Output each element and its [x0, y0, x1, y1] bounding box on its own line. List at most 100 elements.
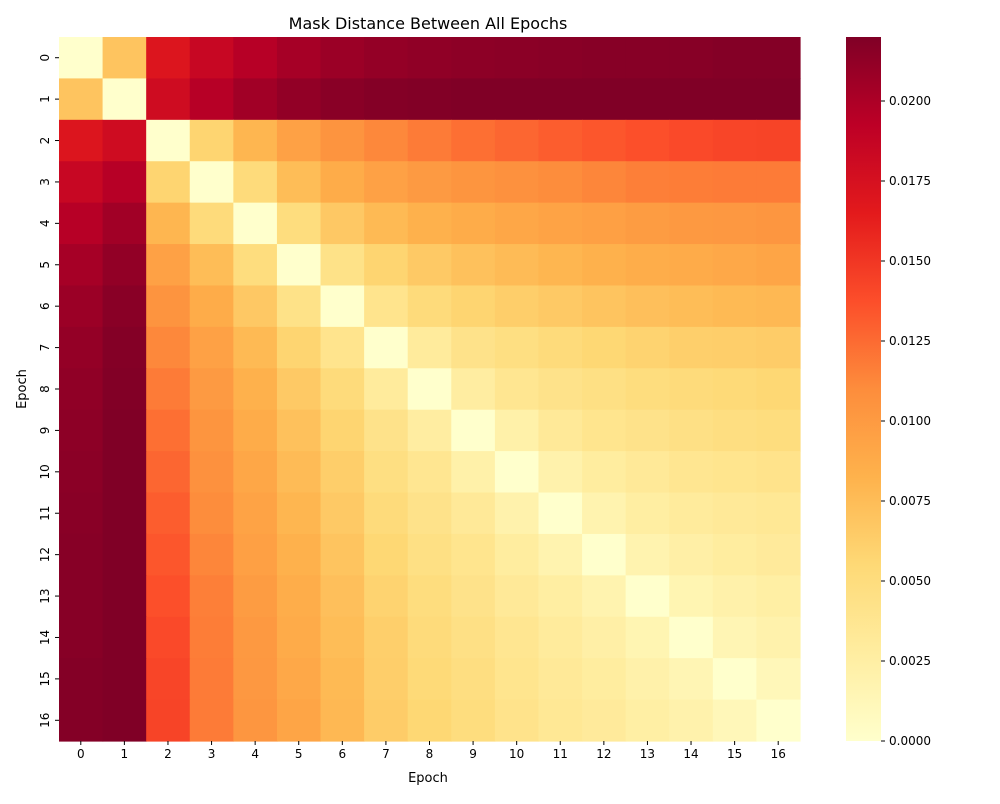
heatmap-cell	[233, 492, 278, 535]
heatmap-cell	[625, 492, 670, 535]
heatmap-cell	[494, 78, 540, 121]
heatmap-cell	[625, 616, 670, 659]
heatmap-cell	[494, 161, 540, 204]
heatmap-cell	[320, 409, 365, 452]
heatmap-cell	[538, 119, 583, 162]
heatmap-cell	[146, 78, 191, 121]
x-tick-label: 1	[121, 747, 129, 761]
x-tick-label: 13	[640, 747, 655, 761]
heatmap-cell	[146, 699, 191, 742]
heatmap-cell	[451, 119, 496, 162]
heatmap-cell	[189, 368, 234, 411]
heatmap-cell	[102, 326, 147, 369]
heatmap-cell	[494, 368, 540, 411]
heatmap-cell	[189, 616, 234, 659]
heatmap-cell	[407, 326, 452, 369]
heatmap-cell	[669, 326, 714, 369]
heatmap-cell	[102, 699, 147, 742]
heatmap-cell	[451, 161, 496, 204]
heatmap-cell	[756, 368, 801, 411]
heatmap-cell	[59, 202, 104, 245]
heatmap-cell	[320, 285, 365, 328]
heatmap-cell	[146, 285, 191, 328]
heatmap-cell	[364, 119, 409, 162]
heatmap-cell	[756, 326, 801, 369]
heatmap-cell	[451, 492, 496, 535]
x-tick-label: 4	[251, 747, 259, 761]
heatmap-cell	[276, 409, 322, 452]
heatmap-cell	[669, 202, 714, 245]
heatmap-cell	[451, 326, 496, 369]
heatmap-cell	[364, 37, 409, 80]
heatmap-cell	[276, 78, 322, 121]
x-tick-label: 16	[771, 747, 786, 761]
heatmap-cell	[233, 78, 278, 121]
heatmap-cell	[233, 37, 278, 80]
heatmap-cell	[712, 119, 758, 162]
heatmap-cell	[407, 202, 452, 245]
heatmap-cell	[712, 161, 758, 204]
heatmap-cell	[233, 161, 278, 204]
heatmap-cell	[320, 575, 365, 618]
heatmap-cell	[364, 616, 409, 659]
heatmap-cell	[189, 699, 234, 742]
colorbar-gradient	[846, 37, 881, 741]
heatmap-cell	[407, 492, 452, 535]
heatmap-cell	[146, 658, 191, 701]
heatmap-cell	[538, 37, 583, 80]
heatmap-cell	[146, 616, 191, 659]
heatmap-cell	[59, 285, 104, 328]
y-tick-label: 16	[38, 713, 52, 728]
heatmap-cell	[189, 119, 234, 162]
heatmap-cell	[669, 616, 714, 659]
heatmap-cell	[364, 78, 409, 121]
heatmap-cell	[582, 699, 627, 742]
heatmap-cell	[59, 699, 104, 742]
heatmap-cell	[494, 326, 540, 369]
heatmap-cell	[756, 409, 801, 452]
heatmap-cell	[189, 285, 234, 328]
heatmap-cell	[712, 409, 758, 452]
heatmap-cell	[364, 409, 409, 452]
heatmap-cell	[233, 202, 278, 245]
heatmap-cell	[276, 202, 322, 245]
heatmap-cell	[102, 202, 147, 245]
heatmap-cell	[364, 202, 409, 245]
heatmap-cell	[756, 161, 801, 204]
heatmap-cell	[407, 78, 452, 121]
heatmap-cell	[189, 533, 234, 576]
heatmap-cell	[59, 244, 104, 287]
y-tick-label: 2	[38, 137, 52, 145]
heatmap-cells	[59, 37, 801, 742]
heatmap-cell	[233, 368, 278, 411]
heatmap-cell	[538, 409, 583, 452]
y-tick-label: 14	[38, 630, 52, 645]
heatmap-cell	[625, 161, 670, 204]
heatmap-cell	[494, 492, 540, 535]
y-tick-label: 1	[38, 95, 52, 103]
heatmap-cell	[538, 244, 583, 287]
heatmap-cell	[320, 658, 365, 701]
heatmap-cell	[233, 699, 278, 742]
heatmap-cell	[320, 451, 365, 494]
heatmap-cell	[494, 244, 540, 287]
heatmap-cell	[712, 533, 758, 576]
heatmap-cell	[320, 699, 365, 742]
heatmap-cell	[233, 119, 278, 162]
heatmap-cell	[407, 658, 452, 701]
heatmap-cell	[320, 616, 365, 659]
heatmap-cell	[582, 451, 627, 494]
heatmap-cell	[364, 326, 409, 369]
heatmap-cell	[59, 326, 104, 369]
heatmap-cell	[102, 368, 147, 411]
heatmap-cell	[538, 575, 583, 618]
heatmap-cell	[451, 368, 496, 411]
heatmap-cell	[276, 285, 322, 328]
heatmap-cell	[189, 78, 234, 121]
heatmap-cell	[59, 368, 104, 411]
y-tick-label: 6	[38, 302, 52, 310]
heatmap-cell	[494, 616, 540, 659]
heatmap-cell	[189, 161, 234, 204]
y-tick-label: 3	[38, 178, 52, 186]
colorbar-tick-label: 0.0100	[889, 414, 931, 428]
